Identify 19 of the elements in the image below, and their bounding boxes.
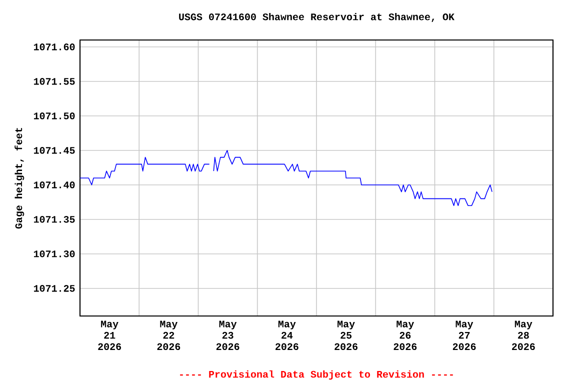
y-axis-title: Gage height, feet — [14, 128, 24, 229]
y-tick-label: 1071.30 — [34, 250, 75, 258]
x-tick-label: May 21 2026 — [98, 320, 121, 350]
x-tick-label: May 28 2026 — [512, 320, 535, 350]
y-tick-label: 1071.55 — [34, 78, 75, 85]
y-tick-label: 1071.60 — [34, 43, 75, 50]
x-tick-label: May 26 2026 — [394, 320, 417, 350]
y-tick-label: 1071.35 — [34, 216, 75, 223]
x-tick-label: May 25 2026 — [334, 320, 358, 350]
y-tick-label: 1071.40 — [34, 181, 75, 188]
y-tick-label: 1071.45 — [34, 146, 75, 154]
x-tick-label: May 24 2026 — [276, 320, 298, 350]
chart-title: USGS 07241600 Shawnee Reservoir at Shawnee, OK — [179, 12, 454, 22]
y-tick-label: 1071.25 — [34, 284, 75, 292]
text: ---- Provisional Data Subject to Revision ---- — [180, 370, 453, 380]
y-tick-label: 1071.50 — [34, 112, 75, 120]
x-tick-label: May 27 2026 — [452, 320, 476, 350]
x-tick-label: May 22 2026 — [157, 320, 180, 350]
x-tick-label: May 23 2026 — [216, 320, 240, 350]
